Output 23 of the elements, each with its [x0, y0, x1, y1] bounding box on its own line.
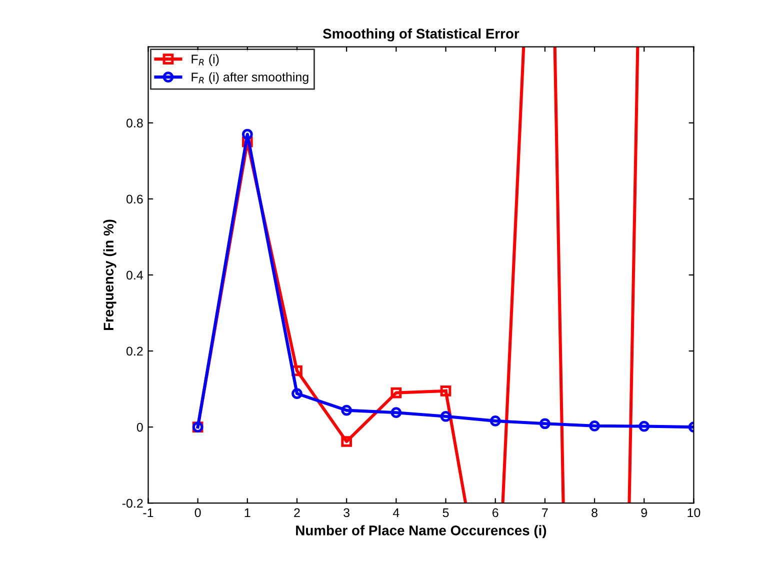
x-tick-label: 8 — [592, 508, 598, 518]
y-tick-label: 0.6 — [126, 194, 143, 204]
y-tick-label: 0.4 — [126, 270, 143, 280]
x-tick-label: 2 — [294, 508, 300, 518]
x-tick-label: 0 — [194, 508, 201, 518]
x-tick-label: 10 — [688, 508, 700, 518]
y-tick-label: 0.8 — [126, 118, 143, 128]
x-tick-label: 9 — [641, 508, 648, 518]
x-tick-label: 3 — [344, 508, 350, 518]
x-tick-label: 5 — [442, 508, 449, 518]
x-axis-title: Number of Place Name Occurences (i) — [296, 525, 546, 538]
y-tick-label: 0.2 — [126, 346, 143, 356]
legend-label: F$_{R}$ (i) after smoothing — [192, 72, 308, 84]
x-tick-label: 4 — [392, 508, 400, 518]
x-tick-label: -1 — [143, 508, 154, 518]
y-axis-title: Frequency (in %) — [103, 220, 116, 330]
x-tick-label: 6 — [492, 508, 498, 518]
chart-title: Smoothing of Statistical Error — [322, 28, 520, 42]
y-tick-label: -0.2 — [122, 498, 143, 508]
x-tick-label: 1 — [244, 508, 250, 518]
y-tick-label: 0 — [136, 422, 143, 432]
legend-label: F$_{R}$ (i) — [192, 54, 219, 66]
x-tick-label: 7 — [542, 508, 548, 518]
